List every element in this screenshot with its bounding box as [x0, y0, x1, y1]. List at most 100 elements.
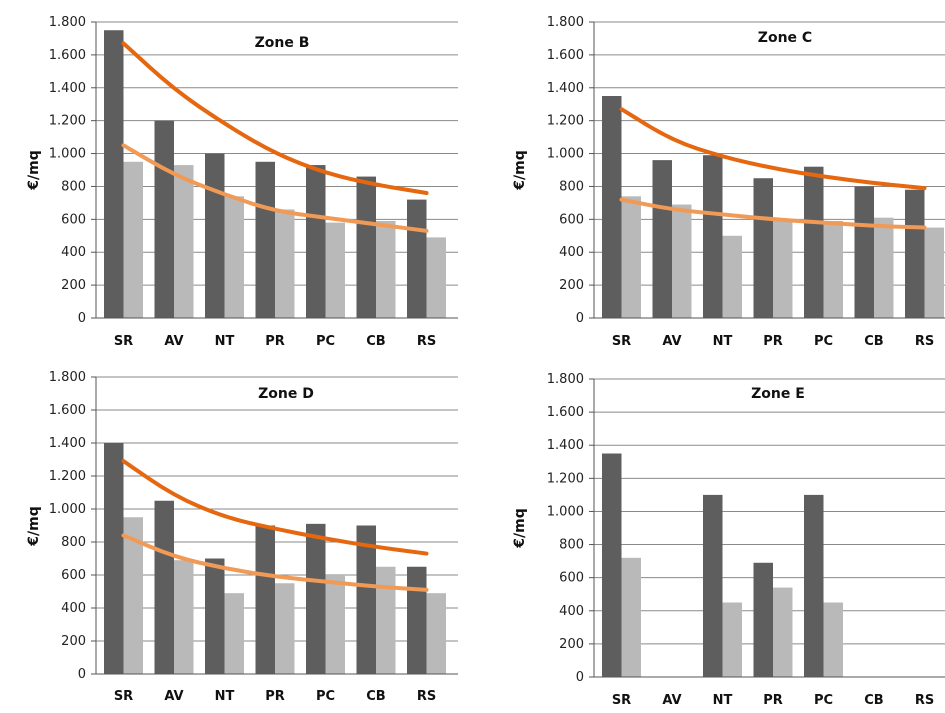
- bar-dark: [905, 189, 925, 318]
- x-category-label: RS: [915, 334, 934, 349]
- y-tick-label: 600: [559, 571, 584, 586]
- x-category-label: SR: [114, 689, 133, 704]
- chart-title: Zone B: [255, 35, 310, 51]
- bar-dark: [407, 199, 427, 318]
- bar-light: [224, 593, 244, 674]
- chart-title: Zone E: [751, 386, 805, 402]
- bar-light: [325, 222, 345, 318]
- bar-light: [174, 560, 194, 674]
- y-tick-label: 1.000: [547, 504, 584, 519]
- bar-dark: [255, 525, 275, 674]
- x-category-label: RS: [915, 693, 934, 708]
- bar-dark: [703, 155, 723, 318]
- bar-light: [722, 235, 742, 318]
- bar-light: [426, 237, 446, 318]
- y-tick-label: 1.800: [49, 370, 86, 385]
- bar-dark: [306, 523, 326, 674]
- bar-light: [275, 209, 295, 318]
- bar-dark: [356, 525, 376, 674]
- y-tick-label: 1.800: [49, 15, 86, 30]
- x-category-label: PC: [316, 334, 335, 349]
- trendline-dark: [121, 459, 429, 556]
- y-tick-label: 1.200: [547, 114, 584, 129]
- x-category-label: CB: [864, 693, 883, 708]
- bar-light: [275, 583, 295, 674]
- y-tick-label: 1.400: [49, 436, 86, 451]
- x-category-label: NT: [713, 693, 733, 708]
- y-tick-label: 800: [61, 535, 86, 550]
- bar-dark: [255, 161, 275, 318]
- y-axis-label: €/mq: [26, 150, 42, 190]
- x-category-label: PC: [814, 693, 833, 708]
- bar-dark: [703, 494, 723, 677]
- y-axis-label: €/mq: [512, 150, 528, 190]
- chart-title: Zone C: [758, 30, 812, 46]
- y-tick-label: 200: [61, 278, 86, 293]
- bar-light: [823, 602, 843, 677]
- bar-light: [376, 220, 396, 318]
- bar-light: [672, 204, 692, 318]
- bar-light: [224, 196, 244, 318]
- bar-light: [773, 219, 793, 318]
- y-tick-label: 1.600: [49, 48, 86, 63]
- y-axis-label: €/mq: [26, 506, 42, 546]
- y-tick-label: 400: [559, 604, 584, 619]
- x-category-label: PC: [814, 334, 833, 349]
- x-category-label: NT: [713, 334, 733, 349]
- bar-dark: [104, 30, 124, 318]
- y-tick-label: 200: [61, 634, 86, 649]
- bar-light: [823, 220, 843, 318]
- x-category-label: AV: [662, 693, 681, 708]
- bar-dark: [104, 443, 124, 674]
- y-tick-label: 600: [559, 212, 584, 227]
- bar-dark: [205, 558, 225, 674]
- bar-light: [773, 587, 793, 677]
- trendline-dark: [121, 41, 429, 196]
- y-tick-label: 1.600: [547, 405, 584, 420]
- y-tick-label: 200: [559, 637, 584, 652]
- y-tick-label: 800: [559, 538, 584, 553]
- y-tick-label: 1.200: [49, 114, 86, 129]
- bar-dark: [753, 562, 773, 677]
- x-category-label: CB: [864, 334, 883, 349]
- bar-dark: [356, 176, 376, 318]
- trendline-light: [121, 143, 429, 233]
- bar-dark: [154, 120, 174, 319]
- y-tick-label: 0: [576, 670, 584, 685]
- trendline-light: [121, 533, 429, 592]
- bar-dark: [804, 494, 824, 677]
- bar-dark: [602, 96, 622, 318]
- x-category-label: PR: [265, 334, 285, 349]
- y-tick-label: 400: [61, 245, 86, 260]
- y-tick-label: 0: [576, 311, 584, 326]
- x-category-label: CB: [366, 334, 385, 349]
- x-category-label: PC: [316, 689, 335, 704]
- y-tick-label: 600: [61, 568, 86, 583]
- x-category-label: AV: [164, 334, 183, 349]
- bar-light: [123, 161, 143, 318]
- bar-dark: [804, 166, 824, 318]
- bar-dark: [306, 165, 326, 318]
- y-tick-label: 1.800: [547, 372, 584, 387]
- y-tick-label: 1.400: [547, 438, 584, 453]
- y-tick-label: 1.400: [547, 81, 584, 96]
- x-category-label: PR: [265, 689, 285, 704]
- bar-light: [123, 517, 143, 674]
- bar-dark: [854, 186, 874, 318]
- bar-light: [325, 575, 345, 674]
- y-tick-label: 1.000: [49, 502, 86, 517]
- x-category-label: AV: [662, 334, 681, 349]
- x-category-label: PR: [763, 693, 783, 708]
- bar-dark: [602, 453, 622, 677]
- y-tick-label: 400: [61, 601, 86, 616]
- x-category-label: SR: [612, 693, 631, 708]
- y-tick-label: 800: [559, 179, 584, 194]
- bar-light: [621, 557, 641, 677]
- y-tick-label: 1.600: [49, 403, 86, 418]
- trendline-light: [619, 197, 927, 230]
- y-tick-label: 0: [78, 311, 86, 326]
- bar-light: [722, 602, 742, 677]
- x-category-label: CB: [366, 689, 385, 704]
